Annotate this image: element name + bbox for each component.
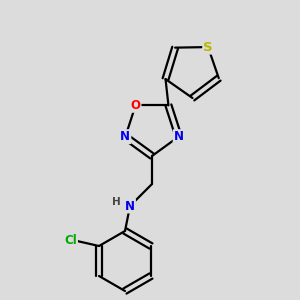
Text: H: H [112, 197, 120, 207]
Text: N: N [174, 130, 184, 143]
Text: O: O [130, 99, 140, 112]
Text: N: N [120, 130, 130, 143]
Text: S: S [203, 40, 213, 54]
Text: Cl: Cl [64, 235, 77, 248]
Text: N: N [125, 200, 135, 212]
